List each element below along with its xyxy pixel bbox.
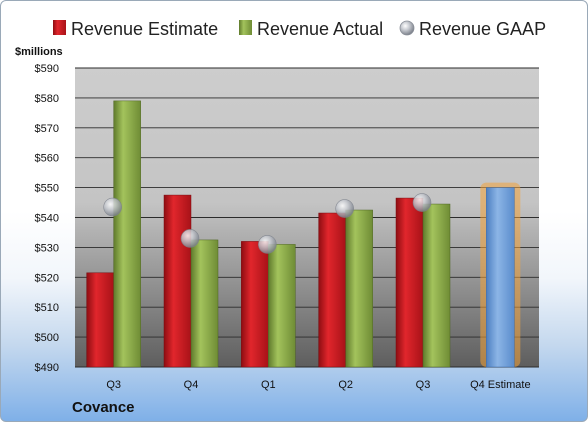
marker-revenue-gaap [412, 193, 432, 212]
legend: Revenue Estimate Revenue Actual Revenue … [53, 19, 546, 39]
x-tick-label: Q1 [261, 379, 276, 391]
x-tick-label: Q4 Estimate [470, 379, 531, 391]
bar-revenue-actual [422, 203, 451, 368]
y-tick-label: $490 [35, 362, 59, 374]
y-tick-label: $590 [35, 63, 59, 75]
y-tick-label: $570 [35, 123, 59, 135]
gridlines [75, 67, 539, 368]
legend-swatch-revenue-actual [239, 20, 252, 35]
y-axis-unit-label: $millions [15, 46, 63, 58]
legend-swatch-revenue-estimate [53, 20, 66, 35]
x-axis-ticks: Q3 Q4 Q1 Q2 Q3 Q4 Estimate [106, 379, 530, 391]
bar-revenue-actual [345, 209, 373, 368]
y-tick-label: $560 [35, 153, 59, 165]
x-tick-label: Q3 [416, 379, 431, 391]
y-tick-label: $510 [35, 302, 59, 314]
legend-label-revenue-actual: Revenue Actual [257, 19, 383, 39]
chart-marks [86, 100, 521, 368]
x-tick-label: Q3 [106, 379, 121, 391]
y-tick-label: $500 [35, 332, 59, 344]
marker-revenue-gaap [103, 197, 122, 217]
marker-revenue-gaap [180, 229, 200, 248]
legend-marker-revenue-gaap [399, 20, 415, 36]
company-name: Covance [72, 399, 135, 416]
x-tick-label: Q4 [184, 379, 199, 391]
bar-revenue-actual [113, 100, 141, 368]
bar-q4-estimate [486, 187, 515, 368]
y-tick-label: $580 [35, 93, 59, 105]
y-axis-ticks: $490 $500 $510 $520 $530 $540 $550 $560 $570 $580… [35, 63, 59, 374]
bar-revenue-estimate [241, 241, 269, 368]
bar-revenue-estimate [163, 194, 192, 368]
legend-label-revenue-estimate: Revenue Estimate [71, 19, 218, 39]
y-tick-label: $540 [35, 213, 59, 225]
bar-revenue-actual [268, 244, 296, 368]
marker-revenue-gaap [335, 199, 354, 218]
bar-revenue-estimate [395, 197, 424, 368]
bar-revenue-estimate [86, 272, 114, 368]
marker-revenue-gaap [258, 235, 277, 254]
y-tick-label: $550 [35, 183, 59, 195]
legend-label-revenue-gaap: Revenue GAAP [419, 19, 546, 39]
y-tick-label: $520 [35, 272, 59, 284]
bar-revenue-actual [190, 239, 219, 368]
x-tick-label: Q2 [338, 379, 353, 391]
y-tick-label: $530 [35, 242, 59, 254]
bar-revenue-estimate [318, 212, 346, 368]
